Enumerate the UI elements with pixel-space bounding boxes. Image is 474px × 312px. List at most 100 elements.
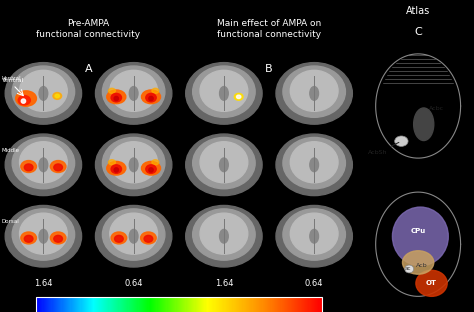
Ellipse shape: [200, 213, 248, 254]
Text: 1.64: 1.64: [34, 279, 53, 288]
Text: ac: ac: [405, 266, 411, 271]
Ellipse shape: [416, 270, 447, 296]
Ellipse shape: [414, 108, 434, 140]
Text: OT: OT: [426, 280, 437, 286]
Ellipse shape: [16, 91, 36, 106]
Text: Main effect of AMPA on
functional connectivity: Main effect of AMPA on functional connec…: [217, 19, 321, 39]
Text: Acb: Acb: [416, 263, 427, 268]
Ellipse shape: [18, 95, 30, 105]
Ellipse shape: [146, 165, 156, 173]
Ellipse shape: [107, 161, 126, 175]
Ellipse shape: [129, 158, 138, 172]
Ellipse shape: [141, 90, 161, 104]
Ellipse shape: [186, 63, 262, 124]
Ellipse shape: [102, 66, 165, 117]
Ellipse shape: [95, 134, 172, 196]
Ellipse shape: [395, 136, 408, 146]
Ellipse shape: [39, 86, 48, 100]
Ellipse shape: [110, 213, 157, 254]
Ellipse shape: [5, 134, 82, 196]
Ellipse shape: [186, 205, 262, 267]
Ellipse shape: [152, 160, 159, 165]
Text: Atlas: Atlas: [406, 6, 430, 16]
Ellipse shape: [141, 232, 156, 244]
Text: C: C: [414, 27, 422, 37]
Ellipse shape: [24, 164, 33, 171]
Ellipse shape: [21, 161, 36, 173]
Ellipse shape: [283, 66, 346, 117]
Ellipse shape: [12, 209, 74, 260]
Ellipse shape: [95, 63, 172, 124]
Text: Dorsal: Dorsal: [2, 219, 19, 224]
Ellipse shape: [129, 86, 138, 100]
Ellipse shape: [219, 86, 228, 100]
Ellipse shape: [200, 142, 248, 183]
Ellipse shape: [219, 229, 228, 243]
Ellipse shape: [50, 232, 66, 244]
Ellipse shape: [115, 235, 123, 242]
Ellipse shape: [405, 265, 414, 273]
Ellipse shape: [109, 88, 116, 93]
Ellipse shape: [144, 235, 153, 242]
Ellipse shape: [149, 96, 153, 101]
Ellipse shape: [109, 160, 116, 165]
Ellipse shape: [146, 93, 156, 102]
Ellipse shape: [392, 207, 448, 266]
Ellipse shape: [39, 158, 48, 172]
Ellipse shape: [234, 93, 243, 100]
Text: Ventral: Ventral: [2, 76, 21, 81]
Text: B: B: [265, 64, 273, 74]
Ellipse shape: [141, 161, 161, 175]
Ellipse shape: [219, 158, 228, 172]
Ellipse shape: [19, 213, 67, 254]
Text: 1.64: 1.64: [215, 279, 233, 288]
Ellipse shape: [107, 90, 126, 104]
Ellipse shape: [102, 138, 165, 189]
Text: A: A: [85, 64, 92, 74]
Ellipse shape: [290, 213, 338, 254]
Ellipse shape: [402, 251, 434, 274]
Ellipse shape: [21, 232, 36, 244]
Ellipse shape: [276, 205, 352, 267]
Ellipse shape: [50, 161, 66, 173]
Ellipse shape: [24, 235, 33, 242]
Ellipse shape: [110, 70, 157, 111]
Ellipse shape: [276, 63, 352, 124]
Ellipse shape: [149, 168, 153, 172]
Text: AcbSh: AcbSh: [368, 142, 399, 155]
Ellipse shape: [12, 138, 74, 189]
Ellipse shape: [152, 88, 159, 93]
Ellipse shape: [19, 142, 67, 183]
Ellipse shape: [111, 93, 121, 102]
Text: Acbc: Acbc: [429, 106, 445, 111]
Ellipse shape: [310, 158, 319, 172]
Ellipse shape: [192, 209, 255, 260]
Text: 0.64: 0.64: [305, 279, 323, 288]
Ellipse shape: [54, 164, 63, 171]
Ellipse shape: [310, 229, 319, 243]
Text: 0.64: 0.64: [124, 279, 143, 288]
Ellipse shape: [192, 138, 255, 189]
Ellipse shape: [186, 134, 262, 196]
Ellipse shape: [95, 205, 172, 267]
Ellipse shape: [237, 95, 241, 99]
Ellipse shape: [310, 86, 319, 100]
Ellipse shape: [283, 138, 346, 189]
Ellipse shape: [111, 232, 127, 244]
Ellipse shape: [114, 96, 118, 101]
Ellipse shape: [5, 63, 82, 124]
Text: Ventral: Ventral: [2, 78, 24, 83]
Ellipse shape: [21, 99, 26, 103]
Ellipse shape: [5, 205, 82, 267]
Ellipse shape: [192, 66, 255, 117]
Text: Middle: Middle: [2, 148, 20, 153]
Ellipse shape: [114, 168, 118, 172]
Ellipse shape: [12, 66, 74, 117]
Ellipse shape: [55, 94, 59, 98]
Ellipse shape: [200, 70, 248, 111]
Ellipse shape: [111, 165, 121, 173]
Ellipse shape: [19, 70, 67, 111]
Ellipse shape: [290, 70, 338, 111]
Ellipse shape: [53, 93, 62, 100]
Ellipse shape: [102, 209, 165, 260]
